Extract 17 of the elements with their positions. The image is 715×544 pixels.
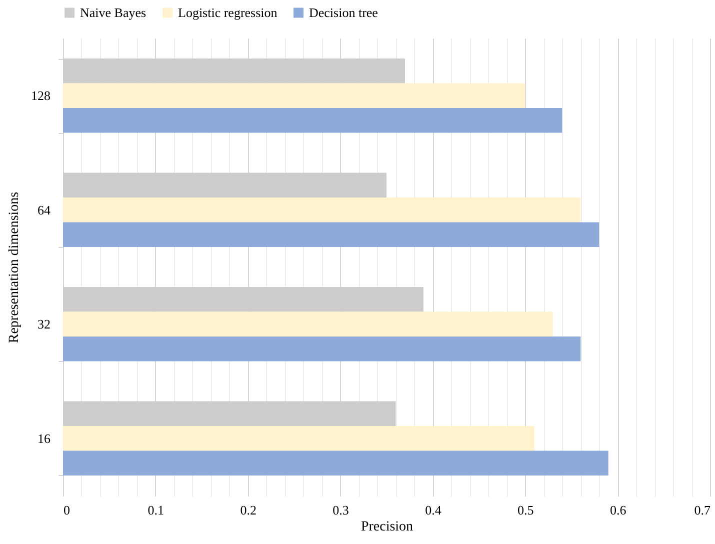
x-tick-label: 0.2: [240, 502, 256, 518]
legend-label: Decision tree: [309, 4, 378, 20]
y-axis-title: Representation dimensions: [7, 192, 22, 344]
legend-label: Naive Bayes: [80, 4, 146, 20]
x-tick-label: 0.3: [332, 502, 349, 518]
y-tick-label: 64: [38, 202, 51, 218]
y-tick-label: 128: [31, 88, 50, 104]
y-tick-label: 16: [38, 430, 51, 446]
x-tick-label: 0.6: [610, 502, 627, 518]
x-tick-label: 0.7: [694, 502, 711, 518]
x-tick-label: 0: [64, 502, 70, 518]
x-tick-label: 0.5: [518, 502, 534, 518]
legend-label: Logistic regression: [178, 4, 278, 20]
x-tick-label: 0.4: [425, 502, 442, 518]
y-tick-label: 32: [38, 316, 50, 332]
x-tick-label: 0.1: [148, 502, 164, 518]
x-axis-title: Precision: [360, 520, 414, 534]
